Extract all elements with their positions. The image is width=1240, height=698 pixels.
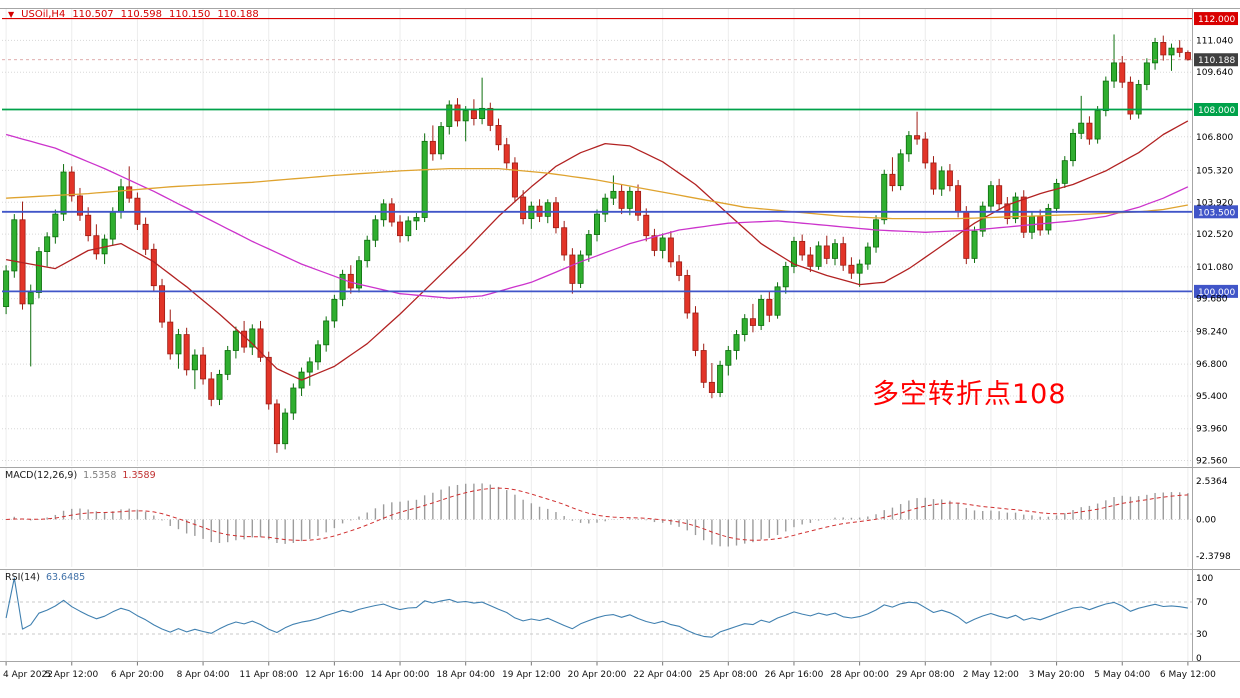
ma-fast-darkred: [5, 120, 1189, 381]
svg-text:5 May 04:00: 5 May 04:00: [1094, 670, 1150, 680]
horizontal-level-lines[interactable]: [2, 17, 1192, 293]
svg-text:11 Apr 08:00: 11 Apr 08:00: [239, 670, 298, 680]
rsi-panel: 100 70 30 0: [2, 574, 1213, 664]
svg-text:5 Apr 12:00: 5 Apr 12:00: [45, 670, 98, 680]
quote-open: 110.507: [72, 9, 114, 20]
svg-text:93.960: 93.960: [1196, 425, 1228, 435]
symbol-arrow-icon: ▼: [8, 9, 15, 19]
svg-text:96.800: 96.800: [1196, 360, 1228, 370]
macd-value-signal: 1.3589: [122, 470, 156, 481]
symbol-timeframe-label: USOil,H4: [21, 9, 66, 20]
rsi-indicator-label: RSI(14) 63.6485: [5, 572, 85, 583]
svg-text:100.000: 100.000: [1198, 288, 1235, 298]
svg-text:18 Apr 04:00: 18 Apr 04:00: [436, 670, 495, 680]
svg-text:20 Apr 20:00: 20 Apr 20:00: [568, 670, 627, 680]
quote-close: 110.188: [217, 9, 259, 20]
svg-text:8 Apr 04:00: 8 Apr 04:00: [177, 670, 230, 680]
ma-slow-orange: [6, 167, 1189, 220]
svg-text:108.000: 108.000: [1198, 106, 1235, 116]
svg-text:4 Apr 2022: 4 Apr 2022: [3, 670, 53, 680]
svg-text:3 May 20:00: 3 May 20:00: [1029, 670, 1085, 680]
svg-text:102.520: 102.520: [1196, 230, 1233, 240]
svg-text:112.000: 112.000: [1198, 15, 1235, 25]
svg-text:0: 0: [1196, 654, 1202, 664]
quote-high: 110.598: [120, 9, 163, 20]
svg-text:19 Apr 12:00: 19 Apr 12:00: [502, 670, 561, 680]
svg-text:111.040: 111.040: [1196, 36, 1233, 46]
moving-averages: [5, 120, 1189, 381]
svg-text:103.920: 103.920: [1196, 198, 1233, 208]
svg-text:0.00: 0.00: [1196, 516, 1216, 526]
svg-text:12 Apr 16:00: 12 Apr 16:00: [305, 670, 364, 680]
svg-text:22 Apr 04:00: 22 Apr 04:00: [633, 670, 692, 680]
svg-text:-2.3798: -2.3798: [1196, 552, 1231, 562]
price-axis-labels: 111.040 109.640 106.800 105.320 103.920 102.5…: [1196, 36, 1233, 466]
price-tags: 112.000 108.000 103.500 100.000 110.188: [1194, 12, 1238, 298]
svg-text:2 May 12:00: 2 May 12:00: [963, 670, 1019, 680]
quote-low: 110.150: [169, 9, 211, 20]
candles-layer: [3, 34, 1191, 453]
svg-text:6 May 12:00: 6 May 12:00: [1160, 670, 1216, 680]
svg-text:6 Apr 20:00: 6 Apr 20:00: [111, 670, 164, 680]
chart-annotation[interactable]: 多空转折点108: [872, 379, 1067, 410]
svg-text:110.188: 110.188: [1198, 56, 1235, 66]
ma-mid-magenta: [5, 133, 1189, 299]
panel-borders: [0, 8, 1240, 662]
svg-text:14 Apr 00:00: 14 Apr 00:00: [371, 670, 430, 680]
svg-text:25 Apr 08:00: 25 Apr 08:00: [699, 670, 758, 680]
macd-panel: 2.5364 0.00 -2.3798: [2, 477, 1231, 562]
svg-text:109.640: 109.640: [1196, 68, 1233, 78]
svg-text:30: 30: [1196, 630, 1208, 640]
macd-indicator-label: MACD(12,26,9) 1.5358 1.3589: [5, 470, 156, 481]
svg-text:95.400: 95.400: [1196, 392, 1228, 402]
svg-text:103.500: 103.500: [1198, 208, 1235, 218]
svg-text:26 Apr 16:00: 26 Apr 16:00: [765, 670, 824, 680]
svg-text:99.680: 99.680: [1196, 295, 1228, 305]
svg-text:98.240: 98.240: [1196, 327, 1228, 337]
macd-value-main: 1.5358: [83, 470, 117, 481]
rsi-name: RSI(14): [5, 572, 40, 583]
svg-text:70: 70: [1196, 598, 1208, 608]
svg-text:92.560: 92.560: [1196, 457, 1228, 467]
symbol-quote-line: ▼ USOil,H4 110.507 110.598 110.150 110.1…: [8, 9, 259, 20]
svg-text:105.320: 105.320: [1196, 166, 1233, 176]
svg-text:106.800: 106.800: [1196, 133, 1233, 143]
svg-text:100: 100: [1196, 574, 1213, 584]
svg-text:28 Apr 00:00: 28 Apr 00:00: [830, 670, 889, 680]
svg-text:29 Apr 08:00: 29 Apr 08:00: [896, 670, 955, 680]
svg-text:2.5364: 2.5364: [1196, 477, 1228, 487]
rsi-value: 63.6485: [45, 572, 86, 583]
svg-text:101.080: 101.080: [1196, 263, 1233, 273]
grid-lines: [2, 9, 1192, 661]
macd-name: MACD(12,26,9): [5, 470, 78, 481]
